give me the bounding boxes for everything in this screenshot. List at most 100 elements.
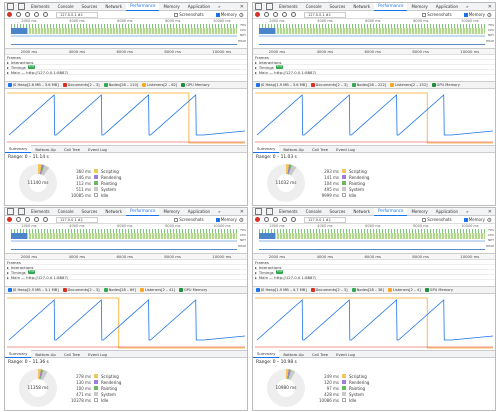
timeline-overview[interactable]: 2000 ms 4000 ms 6000 ms 8000 ms 10000 ms… — [253, 19, 495, 49]
more-tabs-button[interactable]: » — [218, 3, 221, 9]
tab-memory[interactable]: Memory — [163, 208, 180, 214]
tab-network[interactable]: Network — [105, 3, 123, 9]
memory-checkbox[interactable]: Memory — [463, 217, 485, 222]
legend-gpu-memory[interactable]: GPU Memory — [424, 288, 453, 292]
reload-button[interactable] — [264, 217, 269, 222]
legend-listeners[interactable]: Listeners[2 – 152] — [390, 83, 428, 87]
tab-network[interactable]: Network — [353, 208, 371, 214]
main-thread-track[interactable]: ▸ Main — http://127.0.0.1:8887/ — [5, 275, 247, 280]
download-button[interactable] — [43, 217, 48, 222]
gear-icon[interactable]: ⚙ — [486, 12, 492, 19]
legend-js-heap[interactable]: JS Heap[1.9 MB – 3.6 MB] — [256, 83, 307, 87]
expand-icon[interactable]: ▸ — [255, 264, 257, 270]
legend-listeners[interactable]: Listeners[2 – 62] — [142, 83, 177, 87]
expand-icon[interactable]: ▸ — [7, 59, 9, 65]
tab-console[interactable]: Console — [305, 208, 322, 214]
memory-checkbox[interactable]: Memory — [215, 217, 237, 222]
memory-box[interactable] — [215, 12, 220, 17]
tab-application[interactable]: Application — [187, 208, 211, 214]
tab-memory[interactable]: Memory — [411, 3, 428, 9]
tab-elements[interactable]: Elements — [31, 3, 50, 9]
tab-sources[interactable]: Sources — [81, 3, 98, 9]
legend-gpu-memory[interactable]: GPU Memory — [178, 288, 207, 292]
tab-network[interactable]: Network — [353, 3, 371, 9]
expand-icon[interactable]: ▸ — [7, 264, 9, 270]
timings-track[interactable]: ▸ Timings FCP — [5, 270, 247, 275]
expand-icon[interactable]: ▸ — [255, 269, 257, 275]
legend-nodes[interactable]: Nodes[28 – 222] — [351, 83, 386, 87]
tab-performance[interactable]: Performance — [374, 3, 408, 11]
recording-select[interactable]: 127.0.0.1 #1 — [56, 216, 98, 223]
expand-icon[interactable]: ▸ — [255, 69, 257, 75]
tab-summary[interactable]: Summary — [253, 145, 280, 153]
download-button[interactable] — [291, 12, 296, 17]
tab-summary[interactable]: Summary — [253, 350, 280, 358]
tab-performance[interactable]: Performance — [126, 3, 160, 11]
timeline-overview[interactable]: 2000 ms 4000 ms 6000 ms 8000 ms 10000 ms… — [5, 224, 247, 254]
device-toggle-icon[interactable] — [18, 3, 25, 10]
tab-summary[interactable]: Summary — [5, 145, 32, 153]
record-button[interactable] — [7, 217, 12, 222]
tab-memory[interactable]: Memory — [163, 3, 180, 9]
expand-icon[interactable]: ▸ — [255, 274, 257, 280]
expand-icon[interactable]: ▸ — [7, 64, 9, 70]
main-thread-track[interactable]: ▸ Main — http://127.0.0.1:8887/ — [253, 70, 495, 75]
gear-icon[interactable]: ⚙ — [238, 12, 244, 19]
expand-icon[interactable]: ▸ — [7, 274, 9, 280]
clear-button[interactable] — [25, 217, 30, 222]
device-toggle-icon[interactable] — [266, 3, 273, 10]
gear-icon[interactable]: ⚙ — [238, 217, 244, 224]
screenshots-checkbox[interactable]: Screenshots — [174, 12, 204, 17]
timings-track[interactable]: ▸ Timings FCP — [253, 270, 495, 275]
legend-nodes[interactable]: Nodes[28 – 38] — [351, 288, 384, 292]
clear-button[interactable] — [273, 12, 278, 17]
memory-box[interactable] — [215, 217, 220, 222]
tab-bottom-up[interactable]: Bottom-Up — [35, 351, 56, 357]
tab-performance[interactable]: Performance — [374, 208, 408, 216]
interactions-track[interactable]: ▸ Interactions — [5, 265, 247, 270]
inspect-icon[interactable] — [255, 208, 262, 215]
reload-button[interactable] — [16, 217, 21, 222]
screenshots-checkbox[interactable]: Screenshots — [174, 217, 204, 222]
tab-network[interactable]: Network — [105, 208, 123, 214]
memory-checkbox[interactable]: Memory — [215, 12, 237, 17]
interactions-track[interactable]: ▸ Interactions — [253, 265, 495, 270]
legend-listeners[interactable]: Listeners[2 – 41] — [139, 288, 175, 292]
main-thread-track[interactable]: ▸ Main — http://127.0.0.1:8887/ — [253, 275, 495, 280]
clear-button[interactable] — [25, 12, 30, 17]
tab-event-log[interactable]: Event Log — [336, 146, 355, 152]
tab-performance[interactable]: Performance — [126, 208, 160, 216]
screenshots-checkbox[interactable]: Screenshots — [422, 217, 452, 222]
fcp-marker[interactable]: FCP — [275, 64, 284, 69]
timeline-overview[interactable]: 2000 ms 4000 ms 6000 ms 8000 ms 10000 ms… — [5, 19, 247, 49]
legend-js-heap[interactable]: JS Heap[1.9 MB – 4.7 MB] — [256, 288, 307, 292]
more-tabs-button[interactable]: » — [218, 208, 221, 214]
tab-call-tree[interactable]: Call Tree — [63, 351, 81, 357]
legend-gpu-memory[interactable]: GPU Memory — [181, 83, 210, 87]
inspect-icon[interactable] — [255, 3, 262, 10]
legend-documents[interactable]: Documents[2 – 3] — [62, 288, 100, 292]
interactions-track[interactable]: ▸ Interactions — [253, 60, 495, 65]
legend-documents[interactable]: Documents[2 – 3] — [310, 288, 348, 292]
tab-bottom-up[interactable]: Bottom-Up — [283, 146, 304, 152]
frames-track[interactable]: Frames — [5, 260, 247, 265]
tab-call-tree[interactable]: Call Tree — [311, 351, 329, 357]
tab-sources[interactable]: Sources — [81, 208, 98, 214]
tab-elements[interactable]: Elements — [31, 208, 50, 214]
tab-elements[interactable]: Elements — [279, 3, 298, 9]
record-button[interactable] — [7, 12, 12, 17]
gear-icon[interactable]: ⚙ — [486, 217, 492, 224]
expand-icon[interactable]: ▸ — [255, 64, 257, 70]
tab-bottom-up[interactable]: Bottom-Up — [283, 351, 304, 357]
close-icon[interactable]: ✕ — [487, 4, 492, 10]
close-icon[interactable]: ✕ — [239, 209, 244, 215]
expand-icon[interactable]: ▸ — [255, 59, 257, 65]
frames-track[interactable]: Frames — [5, 55, 247, 60]
tab-memory[interactable]: Memory — [411, 208, 428, 214]
tab-application[interactable]: Application — [435, 3, 459, 9]
tab-event-log[interactable]: Event Log — [336, 351, 355, 357]
timeline-overview[interactable]: 2000 ms 4000 ms 6000 ms 8000 ms 10000 ms… — [253, 224, 495, 254]
tab-console[interactable]: Console — [57, 3, 74, 9]
legend-nodes[interactable]: Nodes[28 – 110] — [103, 83, 138, 87]
more-tabs-button[interactable]: » — [466, 208, 469, 214]
